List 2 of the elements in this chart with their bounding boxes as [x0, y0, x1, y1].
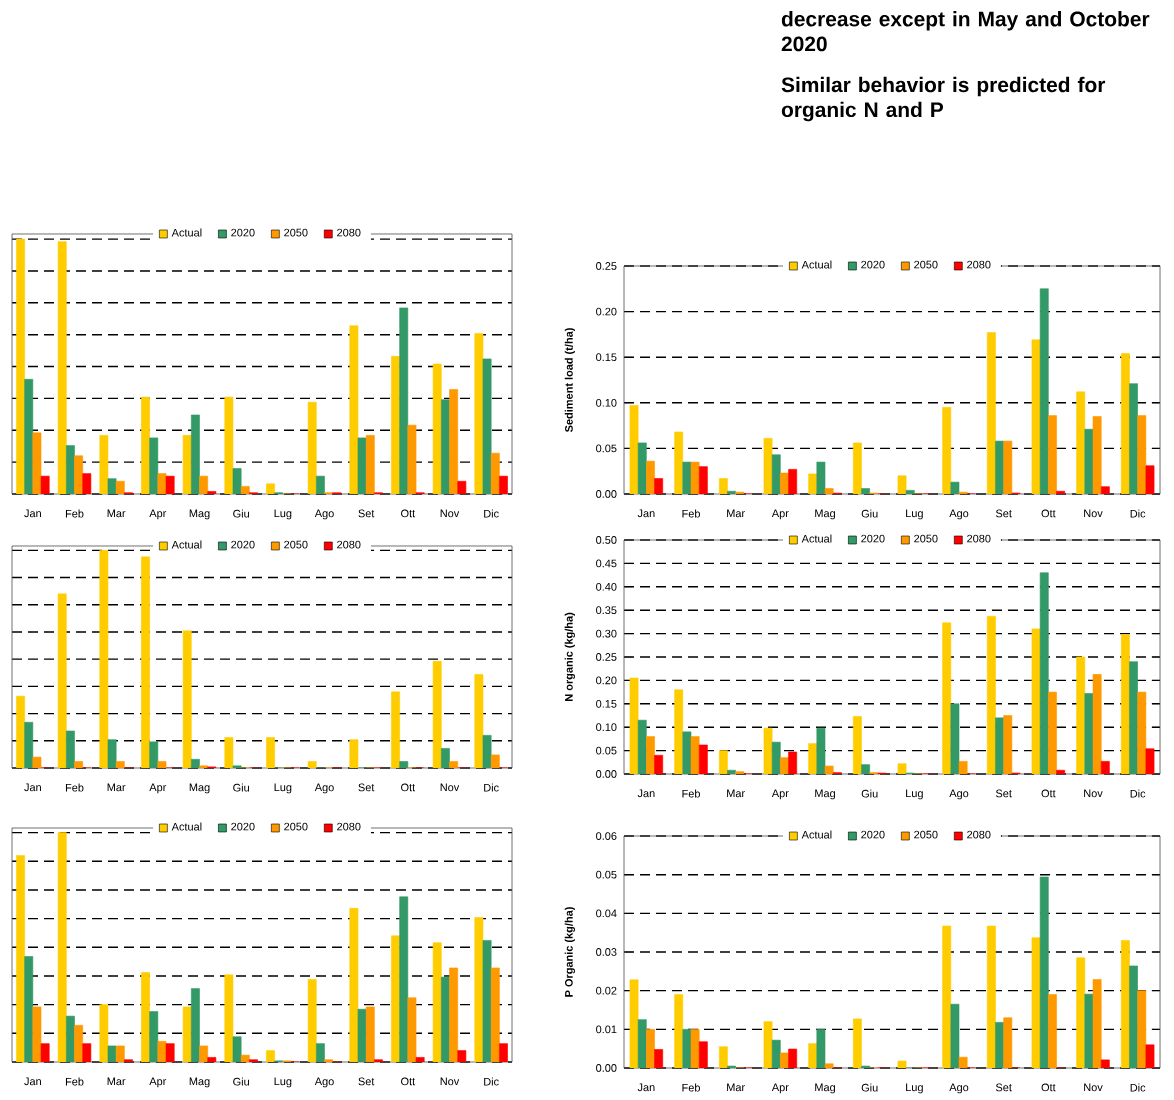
text: decrease except in May and October 2020 — [781, 11, 1150, 52]
text: Similar behavior is predicted for organic N and P — [781, 76, 1106, 122]
